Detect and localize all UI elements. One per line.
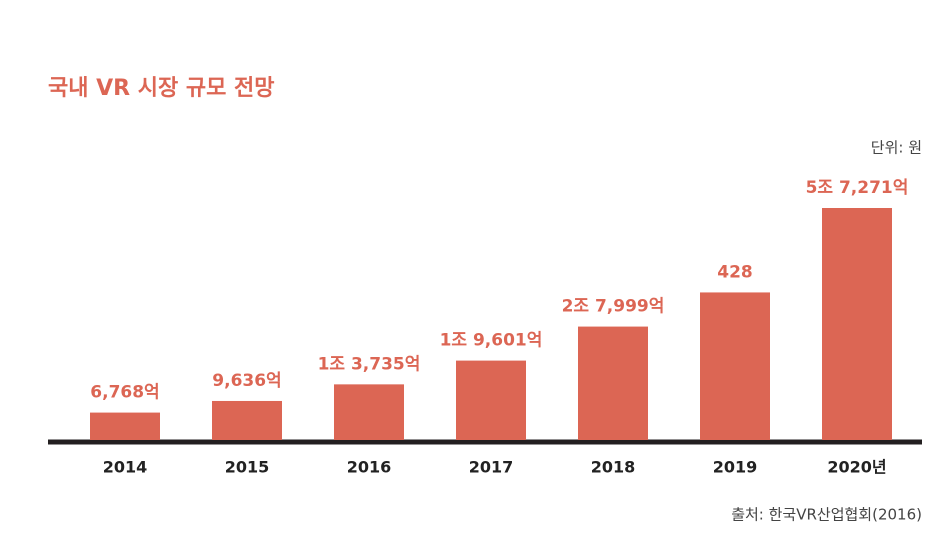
bar [212, 400, 282, 440]
value-label: 1조 3,735억 [318, 354, 421, 374]
x-tick-label: 2016 [347, 458, 392, 477]
bar [578, 326, 648, 440]
x-tick-label: 2018 [591, 458, 636, 477]
chart-title: 국내 VR 시장 규모 전망 [48, 76, 275, 101]
bar [90, 412, 160, 440]
value-label: 6,768억 [90, 383, 159, 403]
value-label: 2조 7,999억 [562, 297, 665, 317]
x-tick-label: 2015 [225, 458, 270, 477]
x-tick-label: 2017 [469, 458, 514, 477]
value-label: 1조 9,601억 [440, 331, 543, 351]
bar [334, 384, 404, 440]
bar [822, 208, 892, 440]
x-tick-label: 2020년 [827, 458, 886, 477]
value-label: 9,636억 [212, 371, 281, 391]
source-note: 출처: 한국VR산업협회(2016) [731, 506, 922, 524]
unit-note: 단위: 원 [871, 139, 922, 157]
bar [456, 360, 526, 440]
value-label: 428 [717, 262, 753, 282]
x-tick-label: 2019 [713, 458, 758, 477]
bar [700, 292, 770, 440]
x-tick-label: 2014 [103, 458, 148, 477]
value-label: 5조 7,271억 [806, 178, 909, 198]
